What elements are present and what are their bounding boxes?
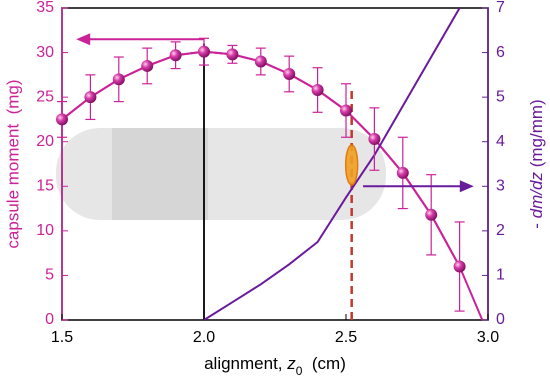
series-line (203, 8, 461, 320)
y2-tick-label: 3 (496, 178, 505, 195)
data-point (112, 73, 125, 86)
data-point (254, 55, 267, 68)
capsule-decoration (56, 128, 386, 220)
data-point (453, 260, 466, 273)
x-label-text: alignment, (204, 354, 287, 373)
data-point (311, 84, 324, 97)
y-tick-label: 25 (36, 88, 54, 105)
y-tick-label: 30 (36, 44, 54, 61)
x-tick-label: 2.0 (193, 329, 215, 346)
arrow-head (459, 180, 474, 193)
data-point (396, 166, 409, 179)
y-tick-label: 35 (36, 0, 54, 16)
y2-label-unit: (mg/mm) (527, 99, 546, 172)
y-tick-label: 15 (36, 178, 54, 195)
x-axis-label: alignment, z0 (cm) (204, 354, 346, 378)
data-point (198, 45, 210, 58)
data-point (84, 91, 97, 104)
x-tick-label: 3.0 (477, 329, 499, 346)
y2-tick-label: 4 (496, 133, 505, 150)
y-tick-label: 20 (36, 133, 54, 150)
x-tick-label: 1.5 (51, 329, 73, 346)
x-label-var: z (286, 354, 296, 373)
data-point (283, 67, 296, 80)
y-tick-label: 0 (45, 311, 54, 328)
highlight (344, 144, 359, 186)
y2-label-var: dm/dz (527, 172, 546, 219)
data-point (340, 104, 352, 117)
y2-tick-label: 0 (496, 311, 505, 328)
y2-tick-label: 5 (496, 88, 505, 105)
data-point (226, 48, 239, 61)
data-point (169, 49, 182, 62)
y2-tick-label: 6 (496, 44, 505, 61)
y2-tick-label: 2 (496, 222, 505, 239)
x-label-unit: (cm) (302, 354, 345, 373)
data-point (141, 59, 154, 72)
data-point (425, 208, 438, 221)
x-tick-label: 2.5 (335, 329, 357, 346)
y-tick-label: 10 (36, 222, 54, 239)
x-label-sub: 0 (296, 364, 303, 378)
series-line (62, 50, 484, 320)
y-tick-label: 5 (45, 267, 54, 284)
y-axis-label: capsule moment (mg) (3, 79, 22, 248)
arrow-head (76, 33, 91, 46)
y2-tick-label: 1 (496, 267, 505, 284)
y2-axis-label: - dm/dz (mg/mm) (527, 99, 546, 228)
y2-label-prefix: - (527, 218, 546, 228)
data-point (368, 133, 381, 146)
y2-tick-label: 7 (496, 0, 505, 16)
data-point (56, 113, 68, 126)
